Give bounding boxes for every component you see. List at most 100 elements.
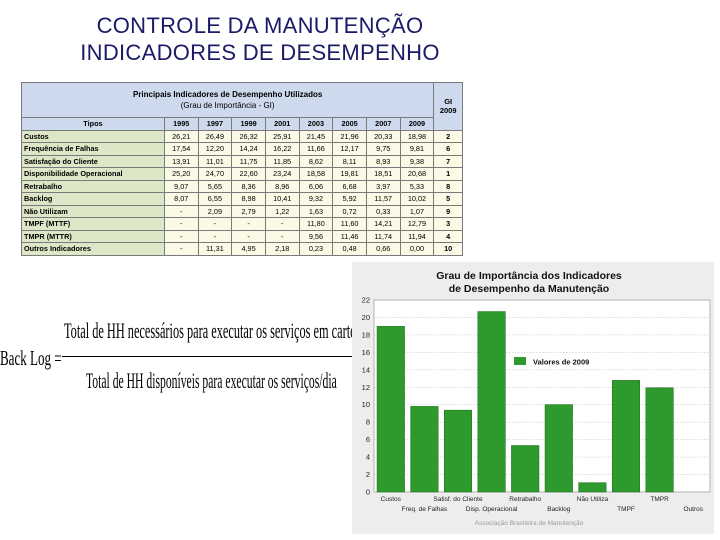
row-label: Disponibilidade Operacional: [21, 167, 165, 181]
bar: [611, 380, 641, 493]
table-row: Não Utilizam -2,09 2,79 1,22 1,63 0,72 0,33 1,0…: [21, 204, 463, 218]
table-cell: 18,51: [365, 167, 401, 181]
table-cell: 8,36: [231, 179, 266, 193]
table-row: Retrabalho 9,07 5,65 8,36 8,96 6,06 6,68 3,97 5,…: [21, 179, 463, 193]
x-category-label: Satisf. do Cliente: [433, 496, 483, 503]
table-cell: 13,91: [163, 154, 199, 168]
year-header-row: Tipos 1995 1997 1999 2001 2003 2005 2007 2009: [21, 117, 463, 131]
y-tick-label: 2: [366, 470, 370, 479]
table-cell: 0,33: [365, 204, 401, 218]
formula-lhs: Back Log =: [0, 346, 62, 370]
table-cell: 18,98: [399, 129, 435, 143]
table-cell: 11,66: [298, 142, 334, 156]
table-cell: 9,07: [163, 179, 199, 193]
table-cell: 0,66: [365, 242, 401, 256]
indicators-table-wrapper: Principais Indicadores de Desempenho Uti…: [20, 82, 463, 264]
row-label: Outros Indicadores: [21, 242, 165, 256]
table-cell: 5,65: [197, 179, 233, 193]
x-category-label: TMPR: [650, 496, 669, 503]
table-cell: 25,91: [264, 129, 300, 143]
table-cell: 12,20: [197, 142, 233, 156]
table-cell: 11,80: [298, 217, 334, 231]
chart-panel: Grau de Importância dos Indicadores de D…: [352, 262, 714, 534]
gi-cell: 9: [433, 204, 463, 218]
indicators-table: Principais Indicadores de Desempenho Uti…: [20, 82, 463, 256]
table-cell: 10,41: [264, 192, 300, 206]
table-cell: 9,38: [399, 154, 435, 168]
x-category-label: Freq. de Falhas: [402, 506, 448, 513]
table-cell: 11,85: [264, 154, 300, 168]
year-header: 2007: [365, 117, 401, 131]
x-category-label: Disp. Operacional: [466, 506, 518, 513]
table-cell: 26,32: [231, 129, 266, 143]
table-cell: 4,95: [231, 242, 266, 256]
importance-bar-chart: Grau de Importância dos Indicadores de D…: [362, 270, 711, 527]
table-cell: 9,56: [298, 229, 334, 243]
table-cell: 0,23: [298, 242, 334, 256]
gi-header: GI 2009: [433, 82, 463, 131]
bar: [410, 406, 439, 493]
table-row: TMPF (MTTF) - - - -11,80 11,60 14,21 12,79 3: [21, 217, 463, 231]
table-cell: 20,33: [365, 129, 401, 143]
table-cell: 0,48: [332, 242, 367, 256]
table-cell: 22,60: [231, 167, 266, 181]
y-tick-label: 6: [366, 435, 370, 444]
x-category-label: Não Utiliza: [577, 496, 609, 503]
table-cell: 5,92: [332, 192, 367, 206]
bar: [578, 482, 607, 493]
bar: [645, 387, 674, 493]
row-label: Não Utilizam: [21, 204, 165, 218]
bar: [477, 311, 506, 493]
table-cell: 14,21: [365, 217, 401, 231]
table-cell: 9,32: [298, 192, 334, 206]
slide-title: CONTROLE DA MANUTENÇÃO INDICADORES DE DE…: [0, 12, 520, 66]
table-cell: 5,33: [399, 179, 435, 193]
y-axis-ticks: 0 2 4 6 8 10 12 14 16 18 20 22: [362, 296, 370, 497]
x-category-label: Outros: [683, 506, 703, 513]
y-tick-label: 0: [366, 488, 370, 497]
y-tick-label: 4: [366, 453, 370, 462]
legend-label: Valores de 2009: [533, 358, 589, 367]
slide-title-line2: INDICADORES DE DESEMPENHO: [80, 40, 440, 65]
formula-numerator: Total de HH necessários para executar os…: [64, 318, 369, 343]
gi-cell: 1: [433, 167, 463, 181]
table-cell: -: [231, 217, 266, 231]
table-cell: 11,46: [332, 229, 367, 243]
table-cell: 6,55: [197, 192, 233, 206]
table-cell: 16,22: [264, 142, 300, 156]
y-tick-label: 20: [362, 313, 370, 322]
y-tick-label: 10: [362, 400, 370, 409]
table-cell: -: [163, 229, 199, 243]
table-cell: 0,00: [399, 242, 435, 256]
table-cell: 8,11: [332, 154, 367, 168]
table-cell: 11,60: [332, 217, 367, 231]
table-cell: 12,17: [332, 142, 367, 156]
table-cell: 26,49: [197, 129, 233, 143]
y-tick-label: 8: [366, 418, 370, 427]
row-label: Satisfação do Cliente: [21, 154, 165, 168]
table-cell: 11,31: [197, 242, 233, 256]
table-cell: 11,57: [365, 192, 401, 206]
row-label: TMPF (MTTF): [21, 217, 165, 231]
table-cell: 2,79: [231, 204, 266, 218]
y-tick-label: 16: [362, 348, 370, 357]
table-cell: 6,06: [298, 179, 334, 193]
table-cell: 23,24: [264, 167, 300, 181]
legend-swatch: [514, 357, 526, 365]
x-category-label: Retrabalho: [509, 496, 541, 503]
year-header: 1997: [197, 117, 233, 131]
gi-header-line2: 2009: [439, 106, 457, 116]
year-header: 2009: [399, 117, 435, 131]
table-cell: 11,94: [399, 229, 435, 243]
table-cell: 1,63: [298, 204, 334, 218]
table-cell: 24,70: [197, 167, 233, 181]
x-category-label: TMPF: [617, 506, 635, 513]
table-cell: 14,24: [231, 142, 266, 156]
year-header: 2005: [332, 117, 367, 131]
year-header: 1999: [231, 117, 266, 131]
y-tick-label: 12: [362, 383, 370, 392]
table-cell: 11,01: [197, 154, 233, 168]
gi-cell: 7: [433, 154, 463, 168]
table-cell: 19,81: [332, 167, 367, 181]
gi-header-line1: GI: [444, 97, 453, 107]
